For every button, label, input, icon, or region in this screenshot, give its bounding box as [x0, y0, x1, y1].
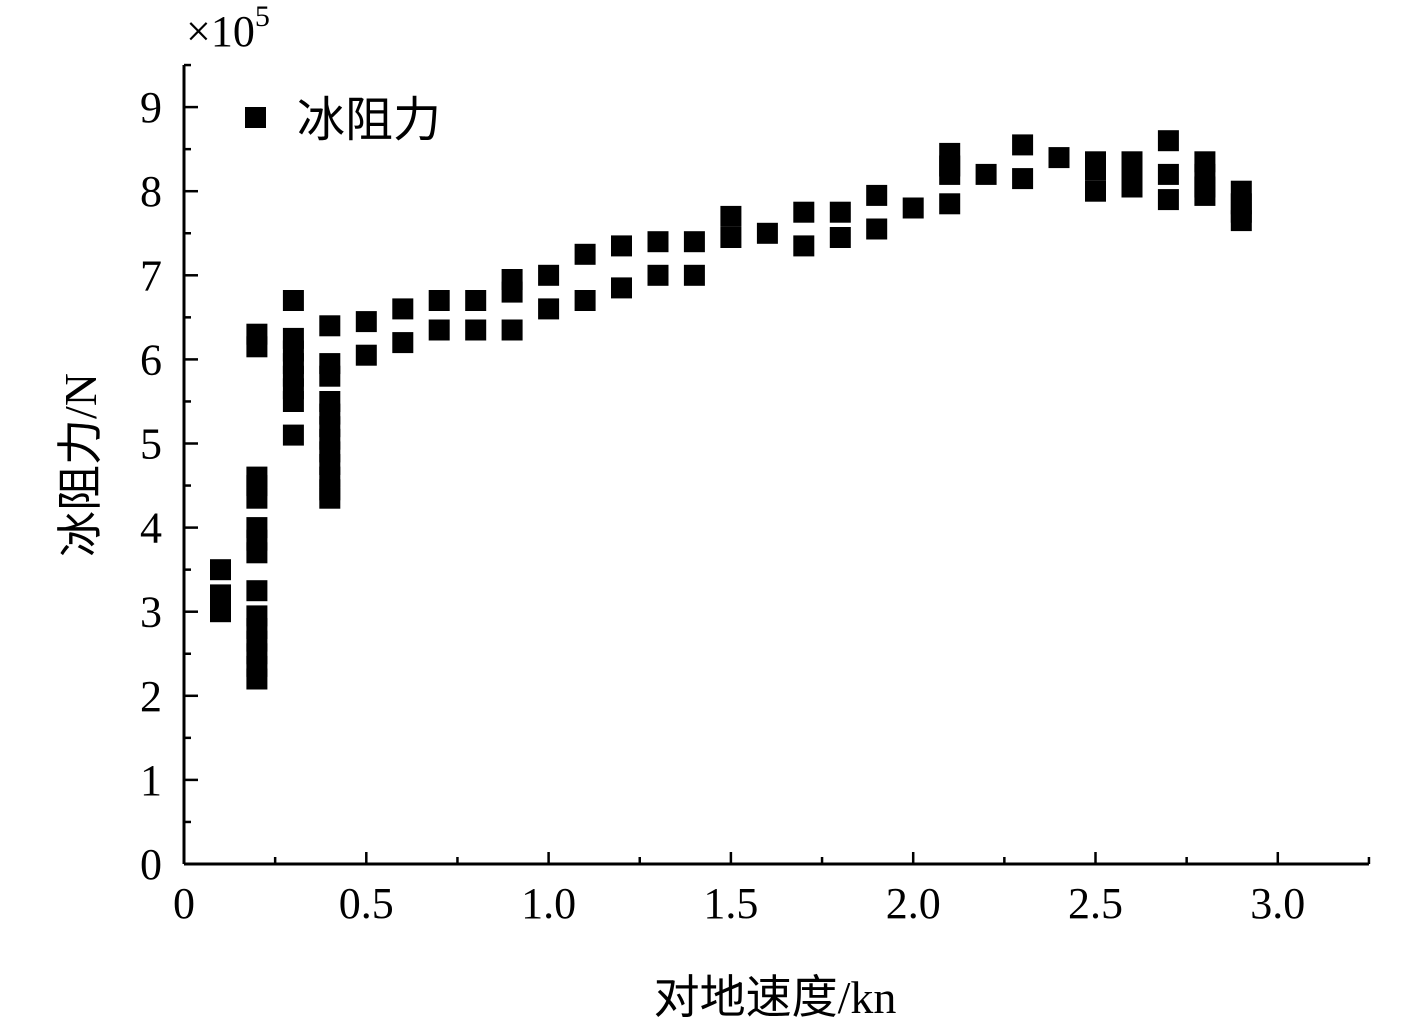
y-axis-title: 冰阻力/N: [55, 373, 106, 557]
y-tick-label: 8: [140, 167, 162, 216]
data-point: [1157, 189, 1179, 211]
data-point: [1121, 176, 1143, 198]
x-tick-label: 3.0: [1250, 879, 1305, 928]
y-tick-label: 0: [140, 840, 162, 889]
data-point: [647, 231, 669, 253]
data-point: [355, 311, 377, 333]
data-point: [282, 290, 304, 311]
data-point: [902, 197, 924, 219]
data-point: [829, 201, 851, 223]
data-point: [538, 298, 560, 320]
legend-label: 冰阻力: [297, 94, 441, 147]
data-point: [793, 235, 815, 257]
x-tick-label: 1.0: [521, 879, 576, 928]
data-point: [465, 290, 487, 311]
data-point: [1085, 159, 1106, 181]
data-point: [501, 281, 523, 303]
data-point: [392, 298, 414, 320]
data-point: [1157, 163, 1179, 185]
data-point: [683, 231, 705, 253]
data-point: [829, 227, 851, 248]
legend: 冰阻力: [245, 94, 441, 147]
data-point: [756, 222, 778, 244]
data-point: [246, 668, 268, 690]
data-point: [465, 319, 487, 341]
data-point: [392, 332, 414, 354]
data-point: [574, 290, 596, 311]
data-point: [319, 487, 341, 509]
data-point: [282, 391, 304, 412]
data-point: [1085, 180, 1106, 202]
data-point: [246, 542, 268, 564]
data-point: [319, 365, 341, 387]
data-point: [246, 580, 268, 602]
data-point: [611, 235, 632, 257]
data-point: [1194, 184, 1216, 206]
data-point: [538, 264, 560, 286]
data-point: [939, 163, 961, 185]
points-layer: [210, 130, 1252, 690]
data-point: [866, 218, 888, 240]
data-point: [210, 601, 231, 623]
y-multiplier-base: ×10: [186, 7, 255, 56]
x-axis-title: 对地速度/kn: [654, 972, 897, 1023]
data-point: [975, 163, 997, 185]
y-tick-label: 2: [140, 672, 162, 721]
y-tick-label: 9: [140, 83, 162, 132]
y-tick-label: 4: [140, 504, 162, 553]
x-tick-label: 0: [173, 879, 195, 928]
y-tick-label: 1: [140, 756, 162, 805]
data-point: [866, 184, 888, 206]
legend-marker-square: [245, 107, 266, 128]
y-tick-label: 5: [140, 420, 162, 469]
data-point: [355, 344, 377, 366]
data-point: [683, 264, 705, 286]
y-tick-label: 3: [140, 588, 162, 637]
data-point: [282, 424, 304, 446]
data-point: [611, 277, 632, 299]
data-point: [210, 559, 231, 581]
y-multiplier-exponent: 5: [255, 0, 270, 33]
y-tick-label: 6: [140, 335, 162, 384]
data-point: [428, 319, 450, 341]
data-point: [1230, 210, 1252, 232]
data-point: [246, 487, 268, 509]
data-point: [793, 201, 815, 223]
data-point: [574, 243, 596, 265]
data-point: [647, 264, 669, 286]
data-point: [319, 315, 341, 337]
data-point: [1048, 147, 1070, 169]
data-point: [428, 290, 450, 311]
data-point: [501, 319, 523, 341]
y-axis-multiplier: ×105: [186, 0, 270, 56]
ticks-layer: 0 0.5 1.0 1.5 2.0 2.5 3.0 0 1 2 3 4 5 6 7 8 9: [140, 63, 1371, 928]
x-tick-label: 2.5: [1068, 879, 1123, 928]
data-point: [720, 227, 742, 248]
x-tick-label: 2.0: [886, 879, 941, 928]
data-point: [939, 193, 961, 215]
data-point: [1012, 134, 1034, 156]
data-point: [1157, 130, 1179, 152]
data-point: [1012, 168, 1034, 190]
axes-layer: [182, 65, 1369, 866]
x-tick-label: 0.5: [339, 879, 394, 928]
x-tick-label: 1.5: [703, 879, 758, 928]
y-tick-label: 7: [140, 251, 162, 300]
data-point: [720, 205, 742, 227]
data-point: [246, 336, 268, 358]
